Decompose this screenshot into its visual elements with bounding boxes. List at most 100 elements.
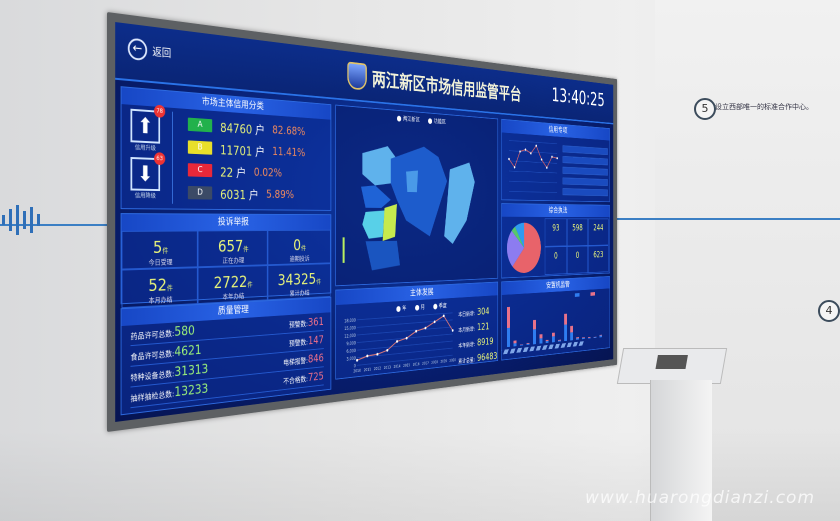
bar-segment [576,338,579,340]
gridline [509,191,557,192]
stat-label: 本年新增: [458,341,475,350]
complaint-stat[interactable]: 0件 逾期投诉 [267,229,331,266]
credit-upgrade-button[interactable]: ⬆ 78 [130,104,166,144]
arrow-up-icon: ⬆ [137,113,154,139]
enforcement-stat[interactable]: 598 [566,218,589,247]
grade-count: 6031 户 [220,184,259,202]
stat-value: 0 [575,250,580,261]
count-unit: 户 [248,188,259,203]
x-tick-label [554,343,560,349]
bar-segment [570,325,573,333]
complaint-stat[interactable]: 34325件 累计办结 [267,263,331,301]
x-tick-label: 2015 [403,363,410,369]
enforcement-stat[interactable]: 623 [588,245,609,273]
gridline [509,151,557,154]
upgrade-count-badge: 78 [154,104,166,118]
quality-value: 13233 [174,381,209,400]
stat-value: 96483 [477,350,498,364]
stat-number: 657 [217,237,244,257]
count-value: 22 [220,165,234,181]
downgrade-label: 信用降级 [134,192,156,200]
count-unit: 户 [255,145,265,160]
complaint-stat[interactable]: 52件 本月办结 [121,267,198,309]
grade-tag: B [187,140,213,155]
y-tick-label: 0 [354,364,356,369]
map-region[interactable] [406,170,419,193]
kiosk-stand[interactable] [616,348,728,384]
data-point [433,320,436,324]
count-unit: 户 [236,166,247,181]
stat-value: 623 [593,249,604,260]
panel-title: 投诉举报 [121,214,331,231]
complaint-stat[interactable]: 657件 正在办理 [197,230,268,268]
map-region[interactable] [382,203,397,242]
quality-value: 580 [174,323,195,340]
bar-segment [513,340,517,344]
growth-panel: 主体发展 年月季度 0 3,000 6,000 9,000 12,000 15,000 18… [335,281,499,380]
data-point [396,340,399,343]
region-map[interactable] [336,118,499,281]
quality-label: 药品许可总数: [130,328,175,341]
quality-panel: 质量管理 药品许可总数:580 预警数:361 食品许可总数:4621 预警数:147… [120,296,332,416]
complaint-stat[interactable]: 2722件 本年办结 [197,265,268,305]
gridline [357,348,453,358]
y-tick-label: 3,000 [346,356,355,362]
stat-number: 34325 [277,270,317,290]
trend-line-chart [502,132,610,199]
stat-value: 8919 [477,335,494,348]
monitor-panel: 安置机监管 [482,276,610,361]
bar-segment [564,313,567,325]
rank-list-item [563,156,608,165]
enforcement-stat[interactable]: 0 [566,245,589,274]
map-region[interactable] [362,210,385,239]
rank-list-item [563,146,608,155]
panel-title: 综合执法 [501,203,610,218]
stat-unit: 件 [316,278,321,286]
back-button[interactable]: ← 返回 [127,37,171,63]
bar-segment [513,343,517,347]
y-tick-label: 18,000 [344,318,355,324]
enforcement-stat[interactable]: 0 [544,246,567,275]
clock-time: 13:40:25 [551,84,605,112]
x-tick-label: 2014 [394,364,401,370]
map-region[interactable] [361,185,391,209]
stat-unit: 件 [243,245,249,254]
quality-value: 4621 [174,342,202,360]
enforcement-panel: 综合执法 93 598 244 0 0 623 [501,203,610,279]
x-tick-label [529,346,535,352]
bar-segment [551,332,555,337]
credit-downgrade-button[interactable]: ⬇ 63 [130,152,166,192]
x-tick-label [522,347,529,353]
map-region[interactable] [365,240,400,271]
data-point [405,336,408,340]
stat-label: 本月新增: [458,325,475,334]
quality-label: 食品许可总数: [130,348,175,362]
stat-value: 304 [477,305,490,318]
stat-unit: 件 [166,284,173,293]
stat-number: 2722 [213,273,248,293]
credit-grade-row[interactable]: C 22 户 0.02% [187,158,305,184]
grade-tag: A [187,117,213,133]
x-tick-label [535,345,542,351]
map-panel: 两江新区 功能区 [335,104,499,287]
stat-value: 52件 [148,276,172,296]
map-region[interactable] [444,161,475,245]
bar-segment [506,327,511,348]
upgrade-label: 信用升级 [134,144,156,153]
complaint-stat[interactable]: 5件 今日受理 [121,230,198,270]
y-tick-label: 15,000 [344,326,355,332]
grade-percent: 5.89% [266,187,294,201]
data-point [356,358,359,362]
credit-grade-row[interactable]: D 6031 户 5.89% [187,181,305,205]
enforcement-stat[interactable]: 244 [588,218,609,246]
grade-percent: 11.41% [272,144,306,159]
map-region[interactable] [390,144,448,237]
map-scale-bar [342,237,345,263]
enforcement-stat[interactable]: 93 [544,218,567,247]
stat-value: 0 [554,250,558,261]
stat-label: 本日新增: [458,310,475,318]
bar-segment [564,324,567,342]
x-tick-label: 2017 [422,361,429,367]
y-tick-label: 9,000 [346,341,355,347]
rank-list-item [563,178,608,186]
